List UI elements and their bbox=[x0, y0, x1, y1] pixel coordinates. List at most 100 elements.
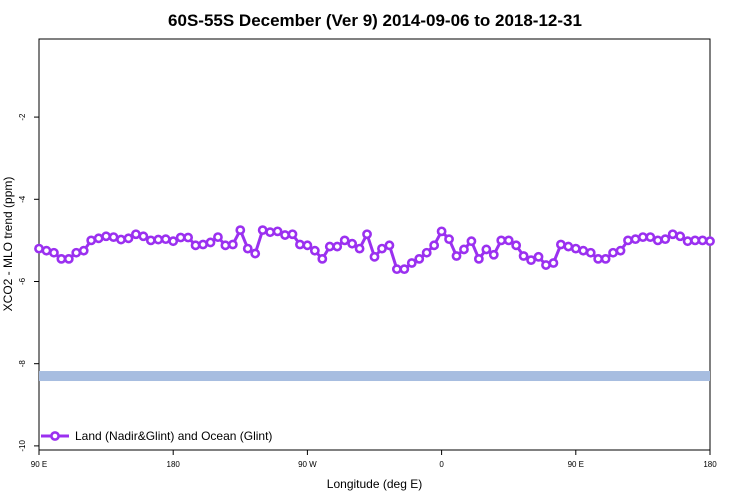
data-point bbox=[213, 232, 223, 243]
data-point bbox=[175, 232, 186, 243]
data-point bbox=[131, 229, 141, 240]
data-point bbox=[652, 235, 663, 246]
data-point bbox=[421, 247, 432, 258]
data-point bbox=[302, 240, 313, 251]
data-point bbox=[526, 255, 536, 266]
y-tick-label: -2 bbox=[18, 113, 27, 121]
data-point bbox=[511, 240, 522, 251]
data-point bbox=[250, 248, 261, 259]
data-point bbox=[56, 253, 67, 264]
data-point bbox=[220, 240, 231, 251]
data-point bbox=[257, 225, 268, 236]
data-point bbox=[227, 239, 238, 250]
x-axis-title: Longitude (deg E) bbox=[327, 477, 422, 491]
data-point bbox=[347, 238, 358, 249]
data-point bbox=[444, 234, 454, 245]
data-point bbox=[287, 229, 298, 240]
legend-label: Land (Nadir&Glint) and Ocean (Glint) bbox=[75, 429, 272, 443]
data-point bbox=[123, 233, 134, 244]
data-point bbox=[71, 247, 82, 258]
data-point bbox=[488, 249, 499, 260]
data-point bbox=[332, 241, 343, 252]
data-point bbox=[481, 244, 492, 255]
data-point bbox=[541, 260, 551, 270]
data-point bbox=[660, 234, 671, 245]
data-point bbox=[235, 225, 246, 236]
data-point bbox=[608, 247, 618, 258]
data-point bbox=[667, 229, 678, 240]
data-point bbox=[78, 245, 89, 256]
x-tick-label: 180 bbox=[703, 460, 717, 469]
data-point bbox=[205, 237, 216, 248]
y-tick-label: -10 bbox=[18, 440, 27, 452]
data-point bbox=[406, 258, 417, 268]
data-point bbox=[138, 231, 149, 242]
data-point bbox=[675, 231, 686, 242]
plot-area-frame bbox=[38, 38, 711, 451]
data-point bbox=[638, 232, 648, 243]
data-point bbox=[317, 253, 328, 264]
x-tick-label: 0 bbox=[439, 460, 444, 469]
data-point bbox=[518, 251, 529, 261]
data-point bbox=[280, 230, 290, 240]
data-point bbox=[563, 241, 574, 252]
y-tick-label: -6 bbox=[18, 277, 27, 285]
data-point bbox=[101, 231, 111, 242]
data-point bbox=[615, 245, 626, 256]
data-point bbox=[555, 239, 566, 250]
data-point bbox=[399, 264, 410, 275]
data-point bbox=[682, 236, 693, 247]
data-point bbox=[145, 235, 156, 246]
data-point bbox=[623, 235, 633, 246]
data-point bbox=[473, 253, 484, 264]
data-point bbox=[354, 243, 365, 254]
data-point bbox=[108, 232, 119, 243]
data-point bbox=[63, 253, 74, 264]
data-point bbox=[645, 232, 656, 243]
data-point bbox=[86, 235, 97, 246]
data-point bbox=[116, 234, 126, 245]
data-point bbox=[391, 264, 402, 275]
x-tick-label: 180 bbox=[167, 460, 181, 469]
data-point bbox=[362, 229, 372, 240]
data-point bbox=[496, 235, 507, 246]
data-point bbox=[459, 244, 469, 255]
data-point bbox=[705, 236, 715, 247]
data-point bbox=[190, 240, 201, 251]
x-tick-label: 90 E bbox=[31, 460, 47, 469]
legend-marker bbox=[50, 431, 60, 441]
reference-band bbox=[39, 371, 710, 382]
data-point bbox=[600, 253, 611, 264]
y-tick-label: -4 bbox=[18, 195, 27, 203]
data-point bbox=[93, 233, 104, 244]
data-point bbox=[570, 243, 581, 254]
data-point bbox=[585, 247, 596, 258]
data-point bbox=[697, 235, 708, 246]
data-point bbox=[593, 253, 604, 264]
data-point bbox=[690, 235, 700, 246]
legend: Land (Nadir&Glint) and Ocean (Glint) bbox=[41, 429, 272, 443]
data-point bbox=[533, 251, 544, 262]
data-point bbox=[168, 236, 179, 247]
data-point bbox=[429, 240, 440, 251]
y-tick-label: -8 bbox=[18, 360, 27, 368]
data-point bbox=[198, 239, 208, 250]
data-point bbox=[369, 251, 380, 262]
data-point bbox=[466, 236, 477, 247]
x-axis: 90 E 180 90 W 0 90 E 180 bbox=[31, 450, 717, 469]
data-point bbox=[377, 243, 387, 254]
x-tick-label: 90 W bbox=[298, 460, 317, 469]
data-point bbox=[339, 235, 350, 246]
data-point bbox=[578, 245, 589, 256]
x-tick-label: 90 E bbox=[568, 460, 584, 469]
data-point bbox=[295, 239, 305, 250]
data-point bbox=[34, 243, 44, 254]
data-point bbox=[160, 234, 171, 245]
data-point bbox=[436, 226, 447, 237]
data-point bbox=[183, 232, 194, 243]
data-point bbox=[153, 234, 164, 245]
chart-title: 60S-55S December (Ver 9) 2014-09-06 to 2… bbox=[168, 11, 582, 30]
data-point bbox=[272, 226, 283, 237]
y-axis-title: XCO2 - MLO trend (ppm) bbox=[1, 177, 15, 312]
